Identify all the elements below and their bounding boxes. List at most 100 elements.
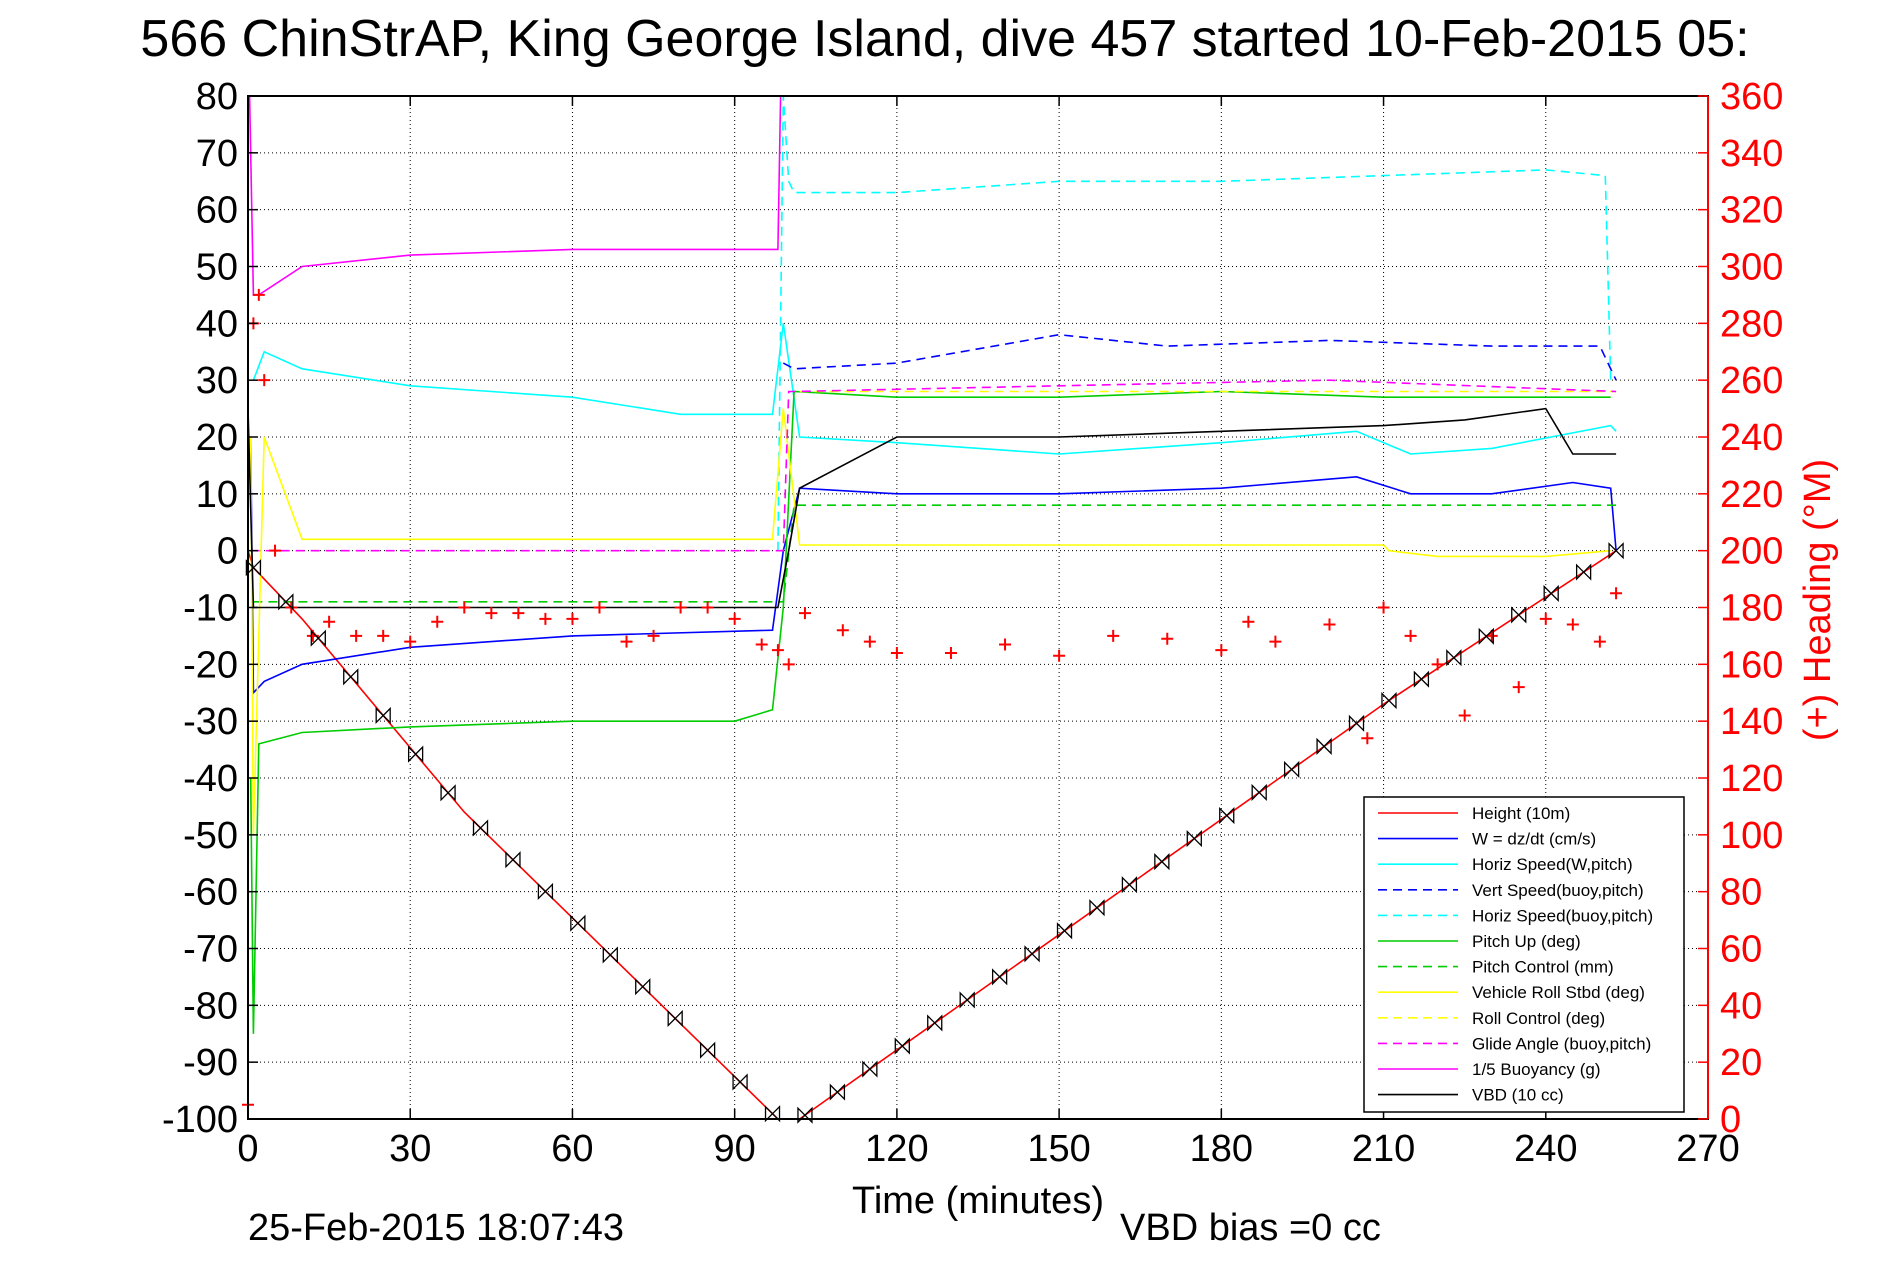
waypoint-marker	[732, 1073, 748, 1091]
waypoint-marker	[1089, 899, 1105, 917]
heading-point	[1593, 635, 1606, 648]
y2-tick-label: 340	[1720, 133, 1783, 175]
x-tick-label: 240	[1514, 1128, 1577, 1170]
heading-point	[539, 612, 552, 625]
legend-label: Height (10m)	[1472, 804, 1570, 823]
waypoint-marker	[1283, 760, 1300, 778]
series-layer	[247, 95, 1617, 1120]
heading-point	[755, 638, 768, 651]
heading-point	[377, 629, 390, 642]
y-tick-label: -30	[183, 701, 238, 743]
y-tick-label: -70	[183, 929, 238, 971]
legend: Height (10m) W = dz/dt (cm/s) Horiz Speed(…	[1363, 796, 1685, 1113]
y2-tick-label: 100	[1720, 815, 1783, 857]
y-tick-label: -10	[183, 588, 238, 630]
waypoint-marker	[1413, 670, 1430, 688]
y-tick-label: 20	[196, 417, 238, 459]
heading-point	[1377, 601, 1390, 614]
y2-axis-ticks: 3603403203002802602402202001801601401201…	[1698, 76, 1783, 1141]
waypoint-marker	[1154, 853, 1170, 871]
heading-point	[771, 644, 784, 657]
heading-point	[258, 374, 271, 387]
legend-label: Pitch Control (mm)	[1472, 958, 1614, 977]
waypoint-marker	[797, 1106, 813, 1124]
y-tick-label: -60	[183, 872, 238, 914]
y-tick-label: 50	[196, 247, 238, 289]
heading-point	[1161, 632, 1174, 645]
waypoint-marker	[505, 851, 521, 869]
x-tick-label: 90	[714, 1128, 756, 1170]
y2-tick-label: 260	[1720, 360, 1783, 402]
y2-tick-label: 120	[1720, 758, 1783, 800]
x-tick-label: 0	[237, 1128, 258, 1170]
legend-label: 1/5 Buoyancy (g)	[1472, 1060, 1601, 1079]
y-tick-label: 0	[217, 531, 238, 573]
series-line-2	[252, 323, 1617, 455]
waypoint-marker	[245, 559, 262, 577]
heading-point	[944, 646, 957, 659]
heading-point	[458, 601, 471, 614]
waypoint-markers	[245, 542, 1624, 1124]
heading-point	[1053, 649, 1066, 662]
waypoint-marker	[1348, 714, 1365, 732]
x-tick-label: 120	[865, 1128, 928, 1170]
legend-label: Horiz Speed(W,pitch)	[1472, 855, 1633, 874]
waypoint-marker	[537, 882, 554, 901]
footer-timestamp: 25-Feb-2015 18:07:43	[248, 1207, 624, 1249]
y-tick-label: 60	[196, 190, 238, 232]
series-line-1	[249, 436, 1617, 695]
y2-tick-label: 220	[1720, 474, 1783, 516]
heading-point	[431, 615, 444, 628]
legend-label: Horiz Speed(buoy,pitch)	[1472, 906, 1653, 925]
y2-tick-label: 360	[1720, 76, 1783, 118]
waypoint-marker	[894, 1037, 910, 1055]
x-tick-label: 270	[1676, 1128, 1739, 1170]
y-tick-label: 40	[196, 303, 238, 345]
x-axis-label: Time (minutes)	[852, 1180, 1104, 1222]
y-tick-label: -80	[183, 985, 238, 1027]
waypoint-marker	[1478, 627, 1494, 645]
y-tick-label: -50	[183, 815, 238, 857]
heading-point	[1485, 629, 1498, 642]
legend-label: Vert Speed(buoy,pitch)	[1472, 881, 1644, 900]
y-tick-label: -20	[183, 644, 238, 686]
heading-point	[863, 635, 876, 648]
heading-point	[674, 601, 687, 614]
waypoint-marker	[829, 1083, 846, 1101]
heading-point	[1512, 681, 1525, 694]
y2-tick-label: 180	[1720, 588, 1783, 630]
series-line-5	[249, 390, 1611, 1034]
x-axis-ticks: 0 30 60 90 120 150 180 210 240 270	[237, 96, 1740, 1170]
x-tick-label: 150	[1027, 1128, 1090, 1170]
y-tick-label: 10	[196, 474, 238, 516]
heading-point	[1539, 612, 1552, 625]
series-line-10	[248, 95, 784, 296]
y2-tick-label: 0	[1720, 1099, 1741, 1141]
legend-label: Vehicle Roll Stbd (deg)	[1472, 983, 1645, 1002]
waypoint-marker	[1316, 737, 1332, 755]
chart-title: 566 ChinStrAP, King George Island, dive …	[140, 10, 1749, 68]
heading-point	[323, 615, 336, 628]
y2-tick-label: 40	[1720, 985, 1762, 1027]
heading-point	[566, 612, 579, 625]
waypoint-marker	[959, 991, 975, 1009]
waypoint-marker	[1381, 691, 1397, 710]
legend-label: VBD (10 cc)	[1472, 1086, 1564, 1105]
y2-axis-label: (+) Heading (°M)	[1797, 459, 1839, 741]
heading-point	[1431, 658, 1444, 671]
heading-point	[269, 544, 282, 557]
heading-point	[593, 601, 606, 614]
waypoint-marker	[1186, 830, 1202, 848]
heading-point	[1610, 587, 1623, 600]
waypoint-marker	[1056, 922, 1073, 940]
heading-point	[836, 624, 849, 637]
series-line-11	[247, 407, 1617, 609]
waypoint-marker	[1121, 876, 1138, 894]
legend-box	[1363, 796, 1685, 1113]
waypoint-marker	[1446, 649, 1462, 667]
y2-tick-label: 160	[1720, 644, 1783, 686]
footer-vbd-bias: VBD bias =0 cc	[1120, 1207, 1381, 1249]
y2-tick-label: 320	[1720, 190, 1783, 232]
waypoint-marker	[862, 1060, 878, 1078]
heading-point	[999, 638, 1012, 651]
